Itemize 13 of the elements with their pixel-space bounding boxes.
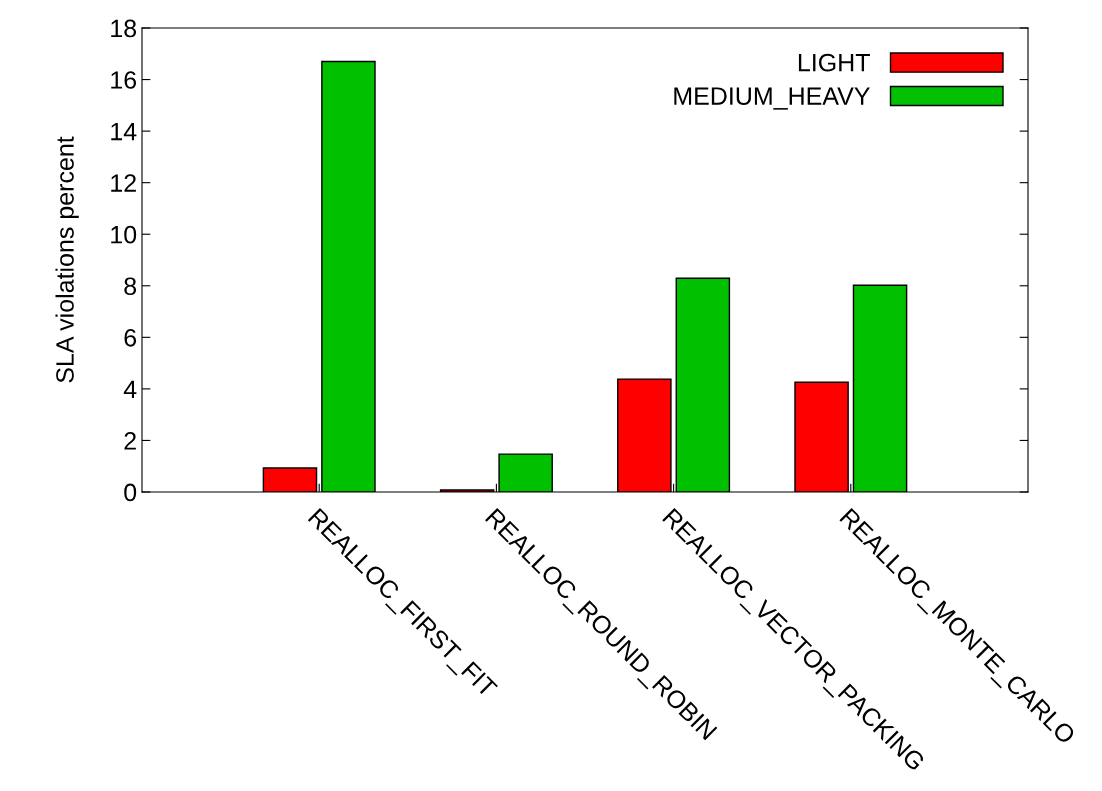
y-tick-label: 4	[123, 380, 137, 398]
y-tick-label: 18	[111, 19, 137, 38]
y-axis-title: SLA violations percent	[55, 136, 79, 383]
y-tick-label: 10	[111, 225, 137, 244]
y-tick-label: 16	[111, 71, 137, 89]
y-tick-label: 12	[111, 174, 136, 192]
y-tick-label: 14	[111, 122, 137, 141]
y-tick-label: 6	[124, 328, 137, 347]
legend-label: LIGHT	[798, 53, 870, 72]
y-tick-label: 0	[124, 483, 137, 502]
y-tick-label: 2	[124, 432, 136, 450]
legend-label: MEDIUM_HEAVY	[674, 87, 870, 110]
y-tick-label: 8	[124, 277, 137, 296]
